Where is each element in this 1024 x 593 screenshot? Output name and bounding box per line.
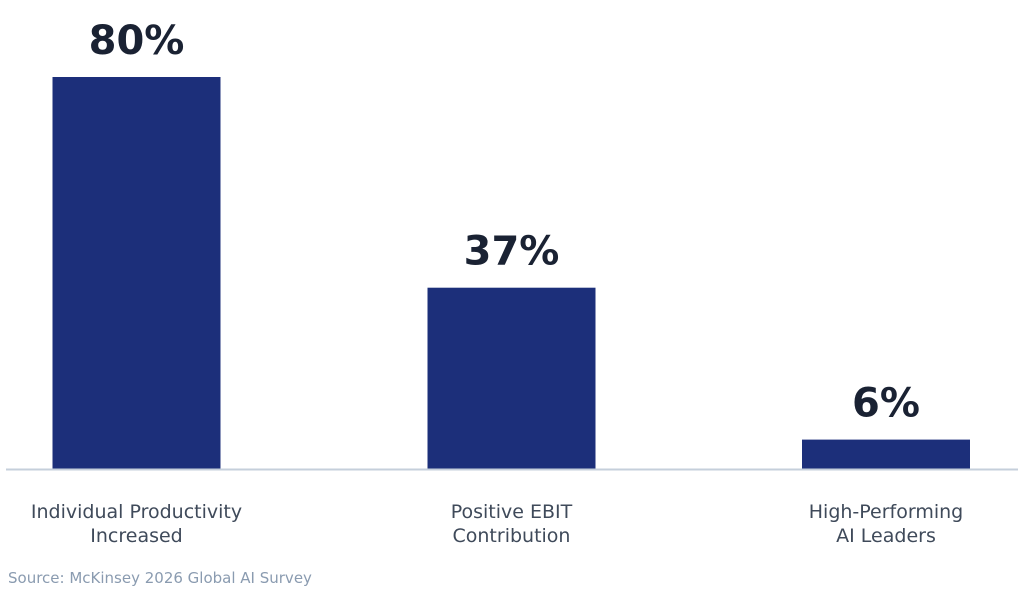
bar-value-label: 37% xyxy=(464,229,560,275)
category-label: Individual Productivity xyxy=(31,501,242,523)
category-label: Increased xyxy=(90,525,182,547)
bar xyxy=(427,287,596,469)
bars-layer xyxy=(52,77,970,469)
bar-value-label: 80% xyxy=(89,18,185,64)
value-labels-layer: 80% 37% 6% xyxy=(89,18,920,427)
bar xyxy=(52,77,221,469)
bar xyxy=(802,439,970,469)
bar-value-label: 6% xyxy=(852,381,920,427)
category-label: Contribution xyxy=(453,525,571,547)
category-label: AI Leaders xyxy=(836,525,936,547)
category-label: High-Performing xyxy=(809,501,964,523)
source-note: Source: McKinsey 2026 Global AI Survey xyxy=(8,569,312,587)
category-label: Positive EBIT xyxy=(451,501,573,523)
